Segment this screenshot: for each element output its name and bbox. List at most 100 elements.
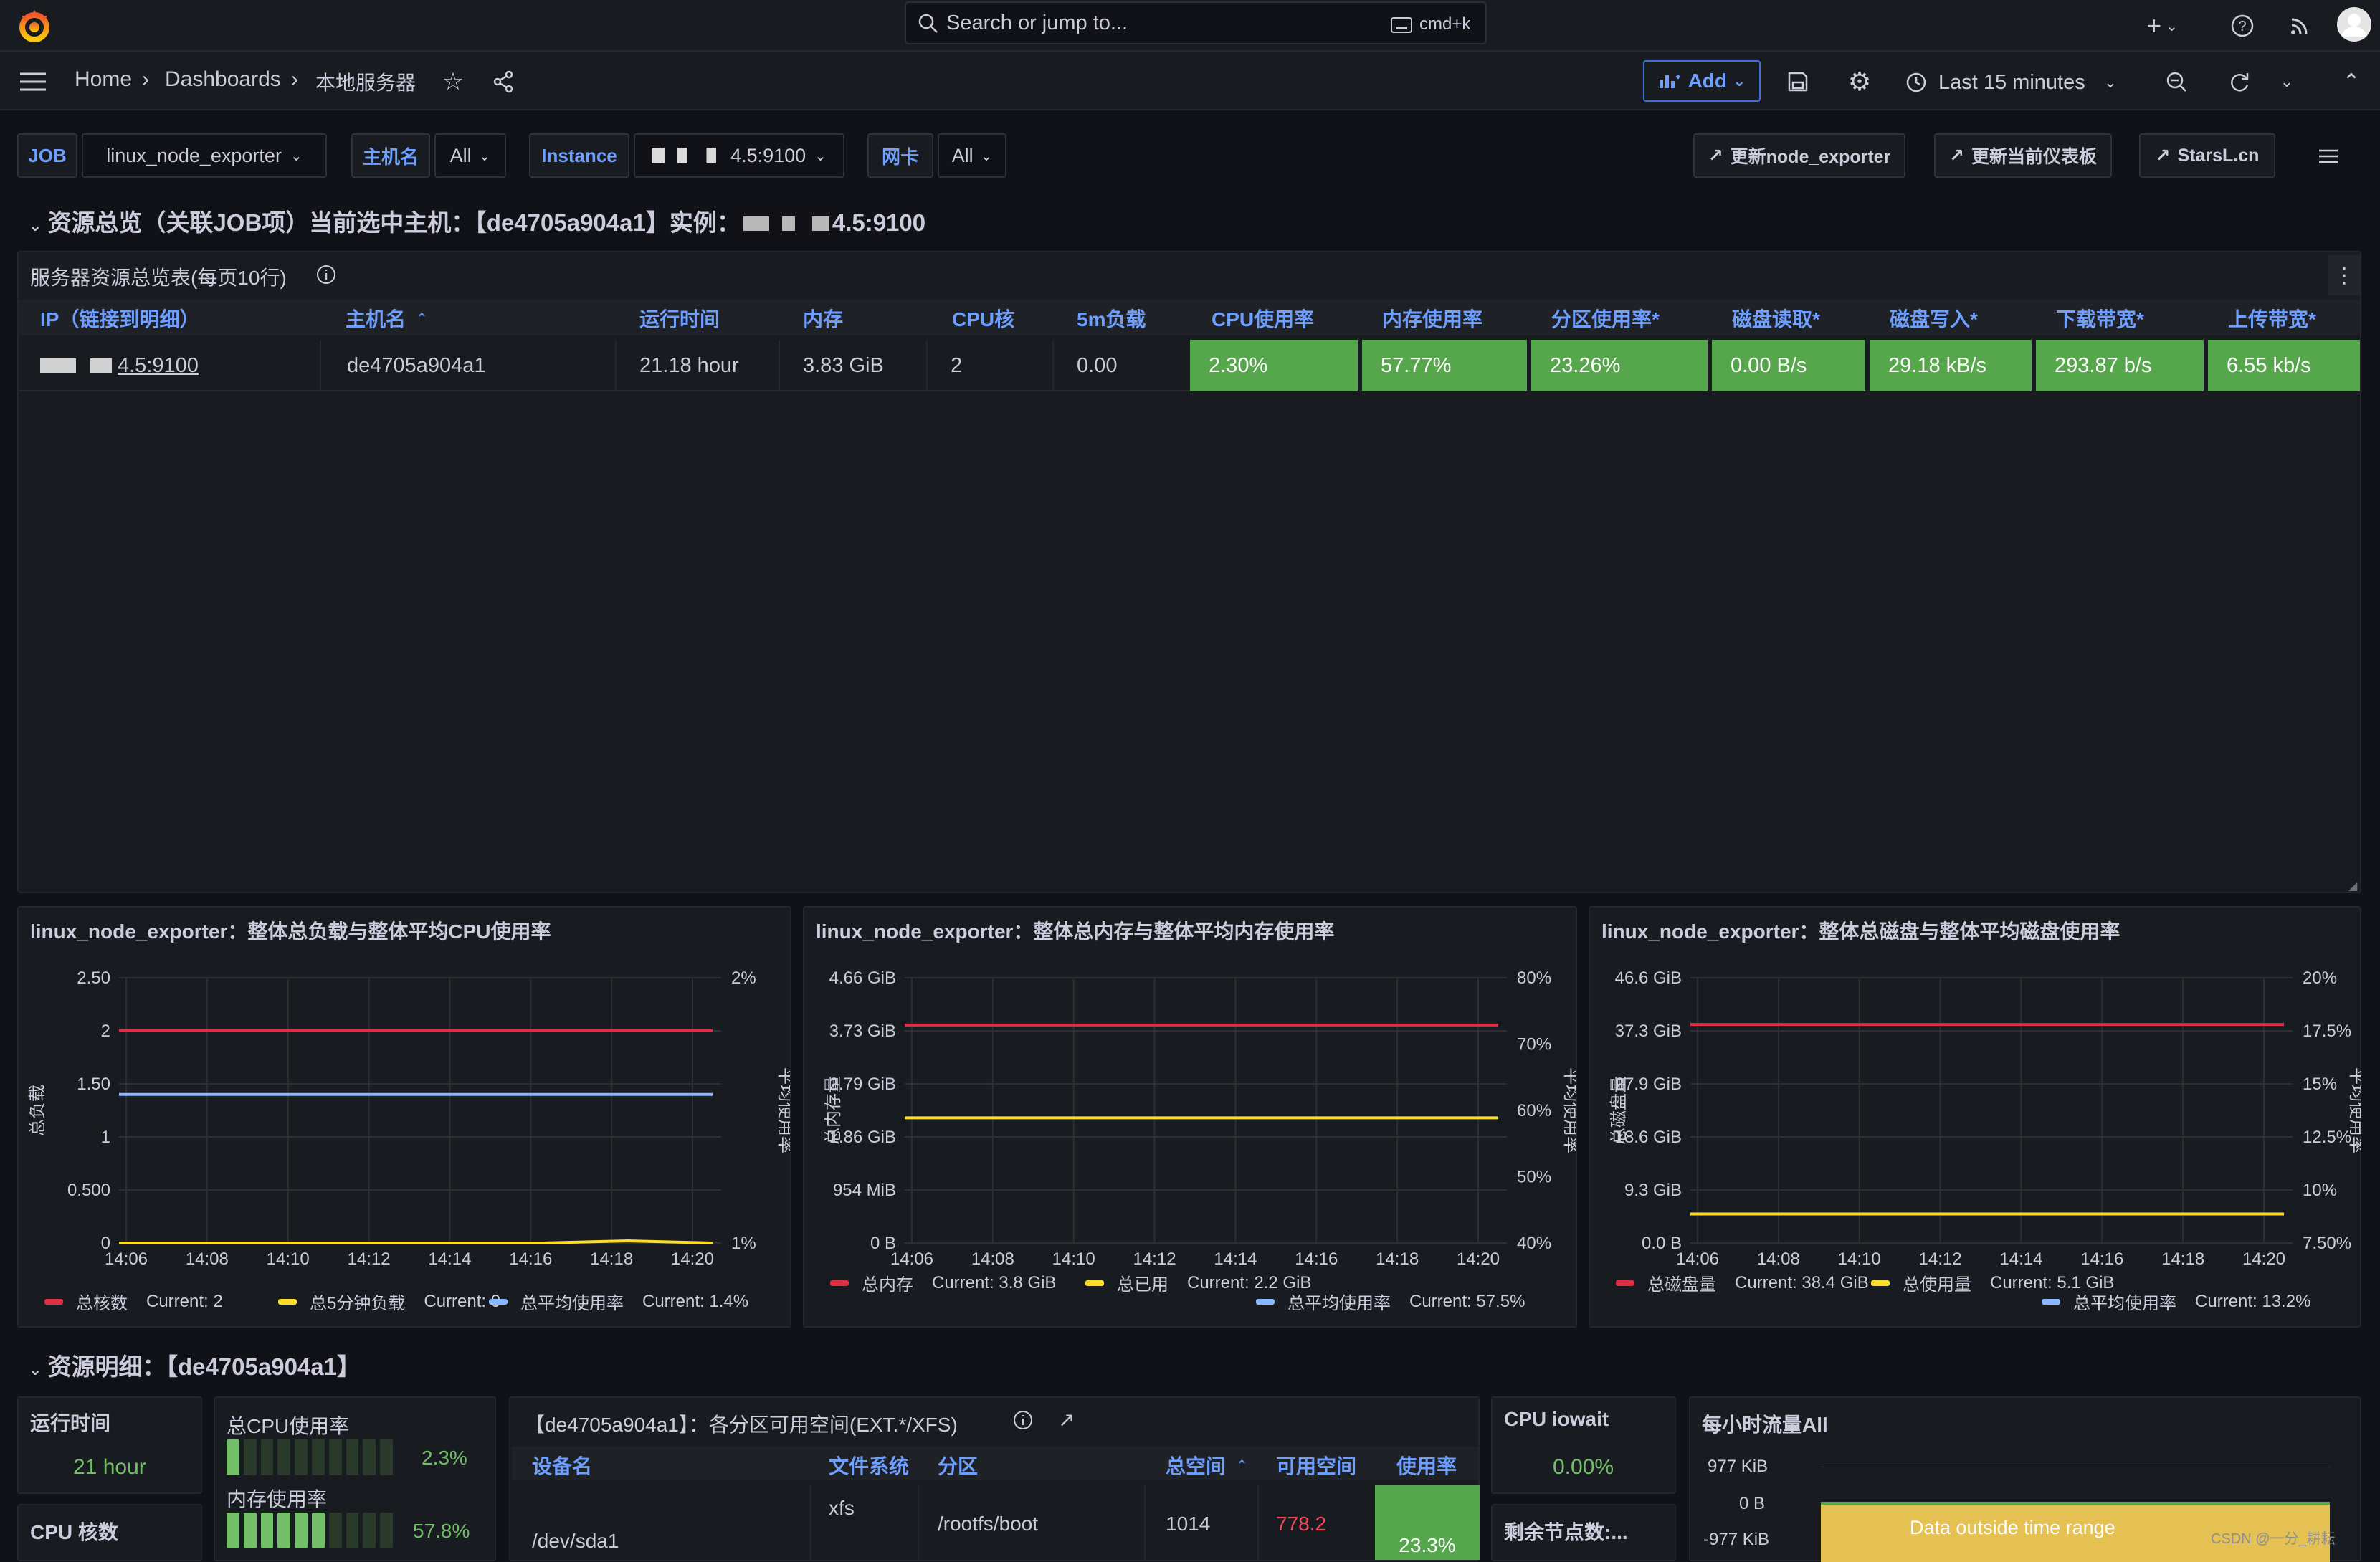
- external-link-icon: ↗: [1949, 146, 1964, 166]
- sort-asc-icon: ⌃: [416, 311, 428, 327]
- y2-tick-label: 1%: [731, 1234, 756, 1253]
- y-tick-label: 0.0 B: [1642, 1234, 1682, 1253]
- menu-icon[interactable]: [17, 66, 49, 97]
- var-nic-value: All: [951, 144, 974, 166]
- rss-news-icon[interactable]: [2284, 10, 2315, 42]
- gauge-cell: [328, 1513, 342, 1548]
- partition-header-device[interactable]: 设备名: [532, 1455, 593, 1477]
- table-header-upload[interactable]: 上传带宽*: [2228, 308, 2316, 330]
- y2-axis-label: 平均使用率: [776, 1067, 790, 1153]
- gauge-cell: [260, 1513, 274, 1548]
- partition-header-free[interactable]: 可用空间: [1276, 1455, 1357, 1477]
- legend-item[interactable]: 总平均使用率 Current: 1.4%: [489, 1289, 748, 1314]
- grafana-logo-icon[interactable]: [14, 6, 54, 46]
- table-header-cpu-usage[interactable]: CPU使用率: [1212, 308, 1315, 330]
- x-tick-label: 14:10: [1838, 1249, 1881, 1269]
- table-header-ip[interactable]: IP（链接到明细）: [40, 308, 200, 330]
- x-tick-label: 14:14: [428, 1249, 471, 1269]
- star-icon[interactable]: ☆: [442, 68, 465, 95]
- y2-tick-label: 7.50%: [2303, 1234, 2351, 1253]
- x-tick-label: 14:14: [1999, 1249, 2042, 1269]
- search-shortcut: cmd+k: [1419, 14, 1471, 34]
- info-icon[interactable]: [315, 264, 337, 285]
- chevron-down-icon: ⌄: [478, 148, 491, 164]
- x-tick-label: 14:12: [1919, 1249, 1962, 1269]
- table-header-memory[interactable]: 内存: [803, 308, 844, 330]
- resize-handle-icon[interactable]: ◢: [2348, 880, 2358, 892]
- table-header-uptime[interactable]: 运行时间: [639, 308, 720, 330]
- table-cell-mem-usage: 57.77%: [1362, 340, 1527, 391]
- share-icon[interactable]: [487, 66, 519, 97]
- legend-item[interactable]: 总内存 Current: 3.8 GiB: [830, 1270, 1056, 1295]
- link-update-exporter[interactable]: ↗ 更新node_exporter: [1693, 133, 1905, 178]
- table-header-disk-write[interactable]: 磁盘写入*: [1890, 308, 1978, 330]
- link-update-dashboard[interactable]: ↗ 更新当前仪表板: [1934, 133, 2112, 178]
- refresh-icon[interactable]: [2224, 66, 2255, 97]
- chevron-down-icon: ⌄: [814, 148, 827, 164]
- info-icon[interactable]: [1012, 1409, 1034, 1431]
- var-instance-select[interactable]: 4.5:9100 ⌄: [634, 133, 844, 178]
- table-header-partition-usage[interactable]: 分区使用率*: [1551, 308, 1660, 330]
- legend-item[interactable]: 总磁盘量 Current: 38.4 GiB: [1616, 1270, 1869, 1295]
- y2-tick-label: 15%: [2303, 1075, 2337, 1094]
- collapse-chevron-up-icon[interactable]: ⌃: [2342, 70, 2361, 94]
- iowait-panel: CPU iowait 0.00%: [1491, 1396, 1676, 1494]
- partition-header-fs[interactable]: 文件系统: [829, 1455, 910, 1477]
- links-menu-icon[interactable]: [2313, 141, 2344, 172]
- line-chart: 2.50 2 1.50 1 0.500 0 2% 1% 14:06 14:08 14:10 14:12…: [28, 968, 790, 1269]
- link-starsl[interactable]: ↗ StarsL.cn: [2139, 133, 2275, 178]
- search-input[interactable]: Search or jump to... cmd+k: [905, 1, 1487, 44]
- help-icon[interactable]: ?: [2227, 10, 2258, 42]
- table-cell-ip-link[interactable]: 4.5:9100: [22, 340, 321, 391]
- add-button[interactable]: Add ⌄: [1643, 60, 1761, 102]
- legend-name: 总核数: [76, 1294, 128, 1313]
- gauge-cell: [311, 1513, 325, 1548]
- partition-header-total[interactable]: 总空间: [1166, 1455, 1227, 1477]
- y-tick-label: 18.6 GiB: [1615, 1128, 1682, 1147]
- table-header-mem-usage[interactable]: 内存使用率: [1382, 308, 1483, 330]
- legend-item[interactable]: 总核数 Current: 2: [44, 1289, 223, 1314]
- legend-item[interactable]: 总5分钟负载 Current: 0: [278, 1289, 500, 1314]
- var-host-select[interactable]: All ⌄: [434, 133, 506, 178]
- svg-text:?: ?: [2238, 19, 2246, 34]
- legend-name: 总平均使用率: [520, 1294, 624, 1313]
- y-tick-label: 3.73 GiB: [829, 1022, 896, 1041]
- partition-header-usage[interactable]: 使用率: [1396, 1455, 1457, 1477]
- table-header-download[interactable]: 下载带宽*: [2056, 308, 2144, 330]
- panel-menu-icon[interactable]: ⋮: [2328, 255, 2360, 295]
- row-section-detail[interactable]: ⌄ 资源明细：【de4705a904a1】: [29, 1348, 361, 1382]
- time-picker-button[interactable]: Last 15 minutes ⌄: [1905, 65, 2142, 100]
- partition-cell-mount: /rootfs/boot: [938, 1513, 1039, 1535]
- refresh-interval-chevron-icon[interactable]: ⌄: [2280, 72, 2294, 90]
- legend-item[interactable]: 总平均使用率 Current: 13.2%: [2042, 1289, 2310, 1314]
- table-header-cpu-cores[interactable]: CPU核: [952, 308, 1015, 330]
- new-plus-icon[interactable]: + ⌄: [2146, 11, 2178, 40]
- settings-gear-icon[interactable]: ⚙: [1847, 67, 1872, 96]
- legend-current: Current: 2: [146, 1291, 223, 1311]
- table-header-load[interactable]: 5m负载: [1077, 308, 1146, 330]
- partition-header-mount[interactable]: 分区: [938, 1455, 979, 1477]
- var-job-select[interactable]: linux_node_exporter ⌄: [82, 133, 327, 178]
- var-job-label: JOB: [17, 133, 77, 178]
- y-axis-label: 总负载: [28, 1085, 47, 1136]
- partition-cell-usage: 23.3%: [1375, 1485, 1480, 1560]
- legend-item[interactable]: 总已用 Current: 2.2 GiB: [1085, 1270, 1311, 1295]
- table-cell-disk-read: 0.00 B/s: [1712, 340, 1865, 391]
- user-avatar-icon[interactable]: [2334, 4, 2374, 44]
- breadcrumb-dashboards[interactable]: Dashboards: [165, 67, 281, 91]
- breadcrumb-home[interactable]: Home: [75, 67, 133, 91]
- x-tick-label: 14:08: [971, 1249, 1014, 1269]
- var-nic-select[interactable]: All ⌄: [938, 133, 1006, 178]
- row-section-overview[interactable]: ⌄ 资源总览（关联JOB项）当前选中主机：【de4705a904a1】实例： 4.5…: [29, 204, 925, 238]
- section-overview-instance: 4.5:9100: [832, 209, 926, 236]
- zoom-out-icon[interactable]: [2161, 66, 2192, 97]
- table-header-hostname[interactable]: 主机名: [346, 308, 406, 330]
- external-link-icon[interactable]: ↗: [1058, 1409, 1075, 1431]
- partition-cell-total: 1014: [1166, 1513, 1211, 1535]
- legend-item[interactable]: 总使用量 Current: 5.1 GiB: [1871, 1270, 2114, 1295]
- table-header-disk-read[interactable]: 磁盘读取*: [1732, 308, 1820, 330]
- y-tick-label: 4.66 GiB: [829, 968, 896, 988]
- clock-icon: [1905, 72, 1927, 93]
- save-icon[interactable]: [1782, 66, 1814, 97]
- legend-item[interactable]: 总平均使用率 Current: 57.5%: [1256, 1289, 1525, 1314]
